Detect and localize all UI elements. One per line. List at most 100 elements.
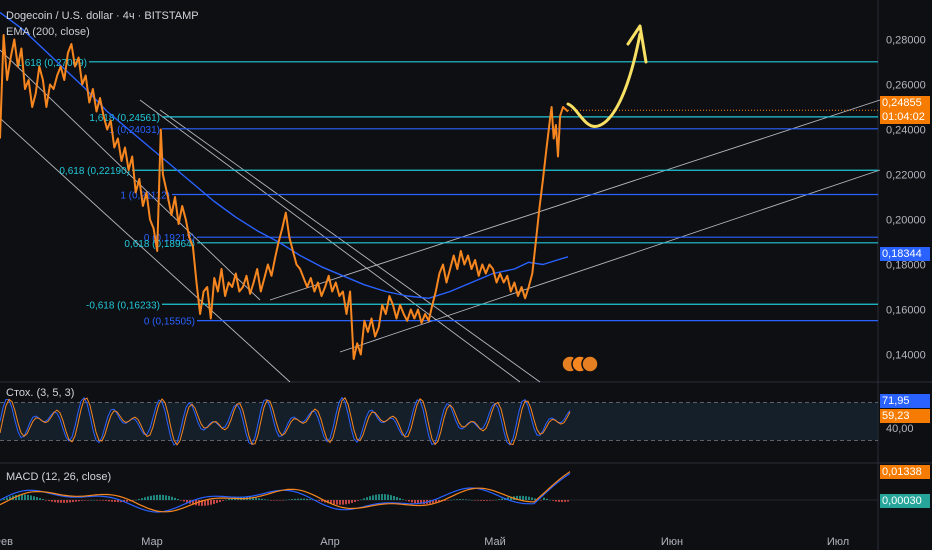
macd-hist-bar — [216, 500, 218, 503]
y-tick-label: 0,26000 — [886, 80, 926, 92]
macd-hist-bar — [468, 499, 470, 501]
macd-hist-bar — [345, 500, 347, 505]
macd-hist-bar — [315, 500, 317, 501]
macd-hist-bar — [51, 500, 53, 502]
macd-hist-bar — [228, 498, 230, 500]
macd-hist-bar — [465, 499, 467, 500]
macd-hist-bar — [162, 494, 164, 500]
macd-hist-bar — [546, 498, 548, 500]
macd-hist-bar — [261, 498, 263, 500]
macd-hist-bar — [258, 498, 260, 500]
x-tick-label: Фев — [0, 536, 13, 548]
price-line — [0, 34, 569, 360]
macd-hist-bar — [495, 499, 497, 501]
macd-hist-bar — [39, 498, 41, 500]
macd-hist-bar — [126, 500, 128, 502]
fib-level-label: 1,618 (0,27009) — [16, 58, 87, 69]
macd-hist-bar — [9, 496, 11, 500]
macd-hist-bar — [351, 500, 353, 503]
x-tick-label: Май — [484, 536, 506, 548]
stoch-d-badge: 59,23 — [880, 409, 930, 423]
macd-hist-bar — [105, 500, 107, 501]
fib-level-label: 0 (0,19213) — [144, 233, 195, 244]
macd-hist-bar — [156, 494, 158, 500]
macd-hist-bar — [540, 500, 542, 501]
macd-hist-bar — [342, 500, 344, 505]
macd-hist-bar — [222, 500, 224, 501]
x-tick-label: Мар — [141, 536, 163, 548]
macd-hist-bar — [321, 500, 323, 502]
macd-hist-bar — [567, 500, 569, 502]
macd-hist-bar — [27, 494, 29, 500]
macd-hist-bar — [135, 499, 137, 501]
trendline — [339, 169, 881, 353]
macd-hist-bar — [462, 499, 464, 500]
macd-hist-bar — [477, 500, 479, 501]
macd-hist-bar — [60, 500, 62, 503]
macd-hist-bar — [123, 500, 125, 503]
fib-level-label: -0,618 (0,16233) — [86, 300, 160, 311]
macd-hist-bar — [114, 500, 116, 502]
macd-hist-bar — [555, 500, 557, 502]
y-tick-label: 0,14000 — [886, 350, 926, 362]
projection-arrowhead — [626, 24, 648, 64]
macd-hist-bar — [69, 500, 71, 503]
macd-hist-bar — [18, 494, 20, 500]
macd-hist-bar — [48, 500, 50, 501]
macd-hist-bar — [348, 500, 350, 504]
ema-legend-label: EMA (200, close) — [6, 26, 90, 38]
projection-arrow — [566, 32, 642, 128]
y-tick-label: 0,22000 — [886, 170, 926, 182]
macd-hist-bar — [93, 499, 95, 501]
macd-hist-bar — [444, 500, 446, 501]
macd-hist-bar — [174, 497, 176, 500]
macd-hist-bar — [330, 500, 332, 504]
macd-hist-bar — [486, 500, 488, 501]
stoch-y-tick: 40,00 — [886, 423, 914, 435]
macd-hist-bar — [252, 497, 254, 500]
macd-signal-line — [0, 471, 571, 513]
macd-hist-bar — [516, 495, 518, 500]
macd-hist-bar — [99, 500, 101, 501]
fib-level-label: 0 (0,15505) — [144, 317, 195, 328]
macd-hist-bar — [558, 500, 560, 502]
macd-hist-bar — [471, 499, 473, 501]
macd-hist-bar — [363, 498, 365, 500]
macd-hist-bar — [432, 500, 434, 504]
macd-hist-bar — [165, 495, 167, 500]
macd-hist-bar — [21, 494, 23, 500]
macd-hist-bar — [510, 496, 512, 500]
macd-hist-bar — [285, 499, 287, 501]
stoch-legend-label: Стох. (3, 5, 3) — [6, 387, 75, 399]
macd-hist-bar — [102, 500, 104, 501]
macd-hist-bar — [387, 494, 389, 500]
macd-hist-bar — [15, 494, 17, 500]
macd-hist-bar — [210, 500, 212, 505]
macd-hist-bar — [357, 500, 359, 501]
macd-hist-bar — [489, 500, 491, 501]
macd-hist-bar — [180, 500, 182, 501]
fib-level-label: 1,618 (0,24561) — [89, 113, 160, 124]
macd-hist-bar — [354, 500, 356, 502]
macd-hist-bar — [522, 495, 524, 500]
macd-hist-bar — [453, 499, 455, 500]
macd-hist-bar — [372, 495, 374, 500]
macd-hist-bar — [333, 500, 335, 505]
macd-hist-bar — [225, 499, 227, 501]
y-tick-label: 0,28000 — [886, 35, 926, 47]
macd-hist-badge: 0,00030 — [880, 494, 930, 508]
macd-hist-bar — [171, 496, 173, 500]
macd-hist-bar — [531, 497, 533, 500]
macd-hist-bar — [435, 500, 437, 503]
macd-hist-bar — [84, 500, 86, 501]
macd-hist-bar — [150, 495, 152, 500]
macd-hist-bar — [186, 500, 188, 503]
macd-hist-bar — [534, 498, 536, 500]
y-tick-label: 0,18000 — [886, 260, 926, 272]
macd-hist-bar — [147, 496, 149, 500]
macd-hist-bar — [96, 500, 98, 501]
macd-hist-bar — [168, 495, 170, 500]
fib-level-label: 0,618 (0,22190) — [59, 166, 130, 177]
